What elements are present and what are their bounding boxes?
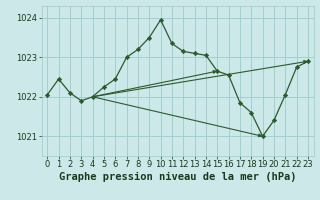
X-axis label: Graphe pression niveau de la mer (hPa): Graphe pression niveau de la mer (hPa): [59, 172, 296, 182]
